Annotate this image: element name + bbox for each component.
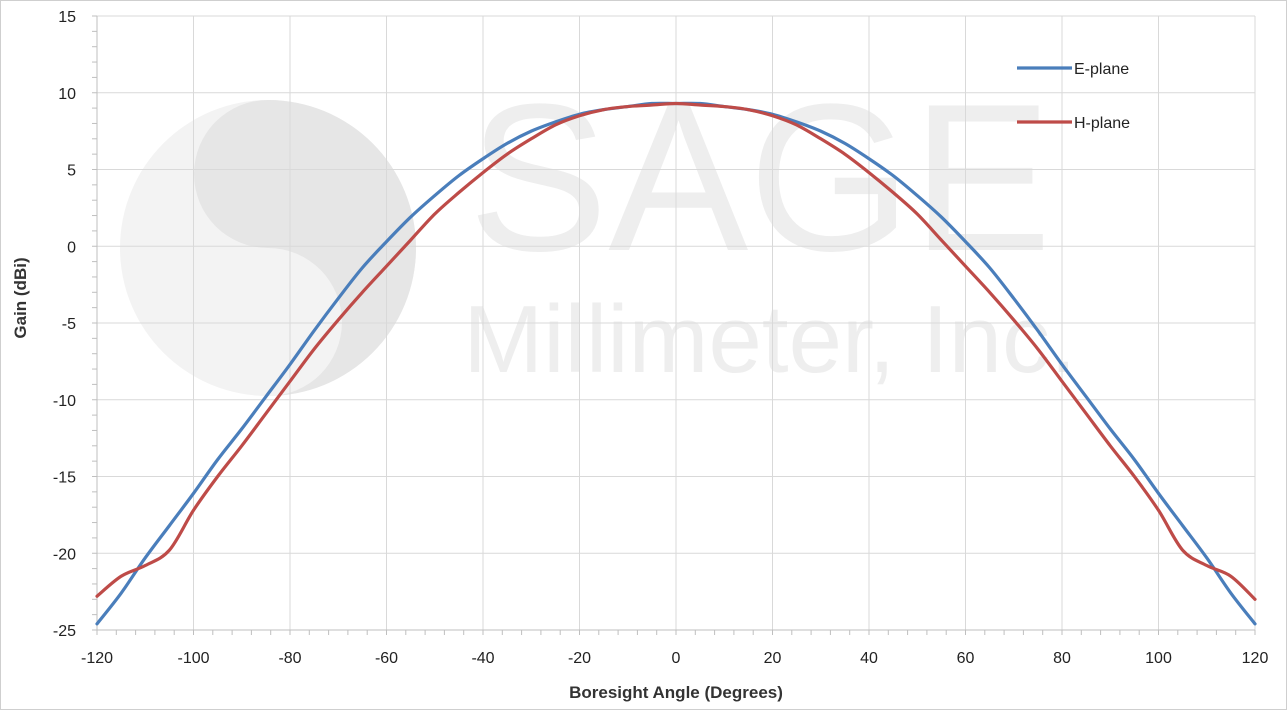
x-axis-ticks: -120 -100 -80 -60 -40 -20 0 20 40 60 80 100 120	[81, 650, 1268, 667]
watermark-subtitle: Millimeter, Inc.	[463, 286, 1076, 393]
x-tick-label: 40	[860, 650, 878, 667]
legend-label-h-plane: H-plane	[1074, 115, 1130, 132]
x-tick-label: -100	[177, 650, 209, 667]
x-tick-label: -120	[81, 650, 113, 667]
y-axis-ticks: -25 -20 -15 -10 -5 0 5 10 15	[53, 9, 76, 640]
legend: E-plane H-plane	[1017, 61, 1130, 132]
x-tick-label: 0	[672, 650, 681, 667]
x-tick-label: 120	[1242, 650, 1269, 667]
watermark-title: SAGE	[468, 60, 1052, 295]
y-tick-label: 5	[67, 163, 76, 180]
series-line-h-plane	[95, 101, 1257, 601]
y-axis-title: Gain (dBi)	[11, 257, 30, 338]
x-tick-label: 80	[1053, 650, 1071, 667]
y-tick-label: 10	[58, 86, 76, 103]
series-lines	[95, 101, 1257, 626]
y-tick-label: -15	[53, 470, 76, 487]
x-tick-label: 60	[957, 650, 975, 667]
y-tick-label: -10	[53, 393, 76, 410]
x-tick-label: 20	[764, 650, 782, 667]
y-tick-label: 0	[67, 239, 76, 256]
y-tick-label: -25	[53, 623, 76, 640]
x-tick-label: -60	[375, 650, 398, 667]
watermark-swirl	[194, 100, 416, 396]
y-tick-label: -20	[53, 546, 76, 563]
axes	[92, 15, 1256, 635]
x-tick-label: -80	[278, 650, 301, 667]
legend-label-e-plane: E-plane	[1074, 61, 1129, 78]
x-tick-label: -20	[568, 650, 591, 667]
x-tick-label: -40	[471, 650, 494, 667]
y-tick-label: 15	[58, 9, 76, 26]
x-tick-label: 100	[1145, 650, 1172, 667]
y-tick-label: -5	[62, 316, 76, 333]
x-axis-title: Boresight Angle (Degrees)	[569, 683, 783, 702]
